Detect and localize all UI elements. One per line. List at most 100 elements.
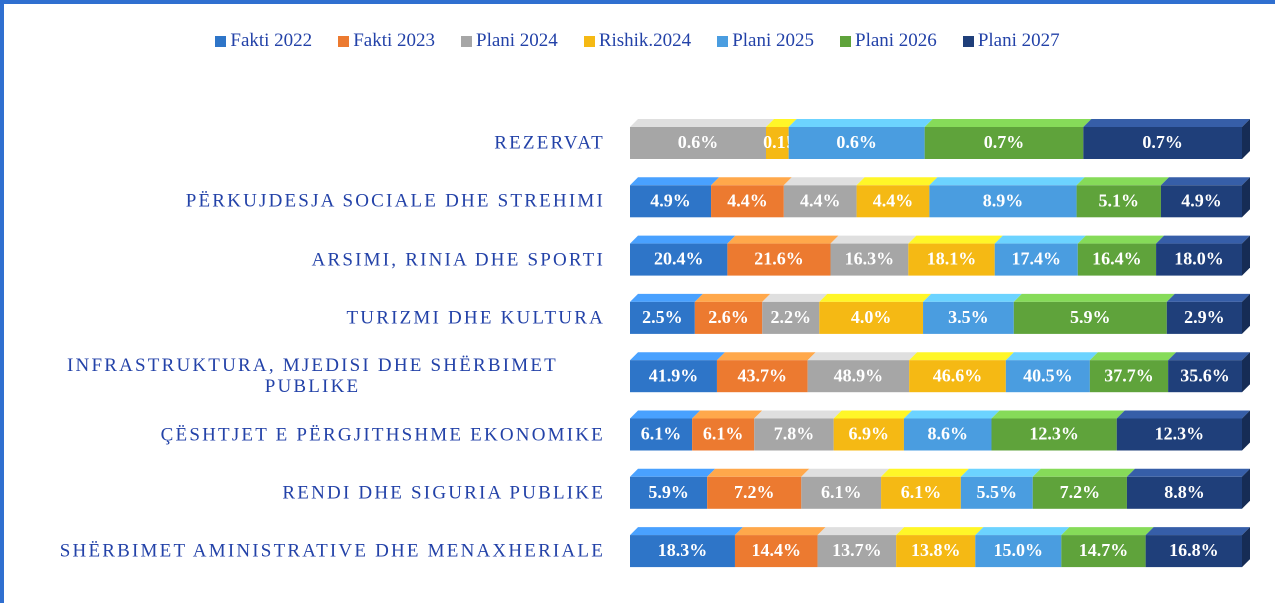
- data-label: 13.8%: [911, 540, 961, 560]
- data-label: 2.6%: [708, 307, 749, 327]
- bar-top: [630, 527, 743, 536]
- data-label: 18.1%: [927, 249, 977, 269]
- bar-top: [807, 352, 918, 361]
- data-label: 37.7%: [1104, 365, 1154, 385]
- bar: [801, 476, 882, 509]
- bar-side: [1242, 177, 1250, 218]
- bar-side: [1242, 293, 1250, 334]
- data-label: 43.7%: [738, 365, 788, 385]
- bar-top: [801, 468, 890, 477]
- bar: [1077, 243, 1157, 276]
- bar-top: [833, 410, 912, 419]
- bar: [788, 127, 925, 159]
- legend-item: Plani 2026: [840, 30, 937, 52]
- bar: [630, 535, 735, 568]
- data-label: 5.9%: [1070, 307, 1111, 327]
- data-label: 0.7%: [984, 132, 1025, 152]
- bar-top: [734, 527, 826, 536]
- bar: [1156, 243, 1242, 276]
- bar: [630, 360, 717, 393]
- bar: [929, 185, 1077, 218]
- bar: [1089, 360, 1169, 393]
- bar: [766, 127, 789, 159]
- bar: [830, 243, 909, 276]
- category-label: TURIZMI DHE KULTURA: [346, 307, 605, 329]
- bar-side: [1242, 119, 1250, 159]
- data-label: 0.6%: [678, 132, 719, 152]
- bar: [716, 360, 808, 393]
- data-label: 4.4%: [873, 190, 914, 210]
- data-label: 46.6%: [933, 365, 983, 385]
- bar-top: [924, 119, 1092, 127]
- bar-top: [1083, 119, 1250, 127]
- bar-top: [1061, 527, 1154, 536]
- bar-top: [896, 527, 984, 536]
- data-label: 6.1%: [901, 482, 942, 502]
- data-label: 16.4%: [1092, 249, 1142, 269]
- bar-top: [788, 119, 933, 127]
- data-label: 41.9%: [649, 365, 699, 385]
- bar: [630, 243, 728, 276]
- legend-swatch: [583, 35, 595, 47]
- legend-label: Fakti 2023: [353, 30, 435, 51]
- legend: Fakti 2022 Fakti 2023 Plani 2024 Rishik.202…: [0, 30, 1275, 52]
- bar-top: [1126, 468, 1250, 477]
- bar: [975, 535, 1062, 568]
- bar: [754, 418, 834, 451]
- data-label: 4.9%: [1181, 190, 1222, 210]
- bar: [908, 243, 995, 276]
- data-label: 21.6%: [754, 249, 804, 269]
- legend-swatch: [215, 35, 227, 47]
- category-label: PËRKUJDESJA SOCIALE DHE STREHIMI: [185, 190, 605, 212]
- bar: [1083, 127, 1242, 159]
- bar: [807, 360, 910, 393]
- legend-item: Fakti 2023: [338, 30, 435, 52]
- bar-top: [830, 235, 917, 244]
- data-label: 2.2%: [771, 307, 812, 327]
- legend-item: Plani 2024: [461, 30, 558, 52]
- data-label: 14.7%: [1079, 540, 1129, 560]
- bar: [1160, 185, 1242, 218]
- bar-top: [994, 235, 1086, 244]
- bar-top: [783, 177, 865, 186]
- bar: [630, 476, 708, 509]
- data-label: 4.0%: [851, 307, 892, 327]
- bar: [707, 476, 802, 509]
- bar-top: [856, 177, 938, 186]
- data-label: 6.1%: [703, 424, 744, 444]
- bar-top: [991, 410, 1125, 419]
- bar-top: [630, 293, 703, 302]
- legend-label: Fakti 2022: [230, 30, 313, 51]
- bar-top: [881, 468, 969, 477]
- bar: [960, 476, 1033, 509]
- bar-top: [908, 235, 1003, 244]
- bar-top: [1160, 177, 1250, 186]
- data-label: 6.9%: [849, 424, 890, 444]
- data-label: 4.4%: [800, 190, 841, 210]
- bar: [762, 301, 820, 334]
- bar: [1116, 418, 1242, 451]
- bar: [1061, 535, 1146, 568]
- data-label: 2.9%: [1184, 307, 1225, 327]
- legend-swatch: [840, 35, 851, 47]
- data-label: 16.3%: [845, 249, 895, 269]
- bar-top: [1077, 235, 1165, 244]
- bar-top: [630, 119, 774, 127]
- data-label: 12.3%: [1155, 424, 1205, 444]
- bar: [923, 301, 1014, 334]
- data-label: 4.9%: [650, 190, 691, 210]
- legend-label: Plani 2024: [476, 30, 558, 51]
- data-label: 0.1!: [763, 132, 792, 152]
- bar: [1126, 476, 1242, 509]
- bar-top: [960, 468, 1041, 477]
- bar-top: [923, 293, 1022, 302]
- bar-top: [762, 293, 828, 302]
- legend-label: Rishik.2024: [598, 30, 692, 51]
- legend-swatch: [461, 35, 472, 47]
- bar-top: [630, 468, 716, 477]
- data-label: 14.4%: [752, 540, 802, 560]
- data-label: 18.3%: [658, 540, 708, 560]
- bar: [991, 418, 1117, 451]
- bar-side: [1242, 410, 1250, 451]
